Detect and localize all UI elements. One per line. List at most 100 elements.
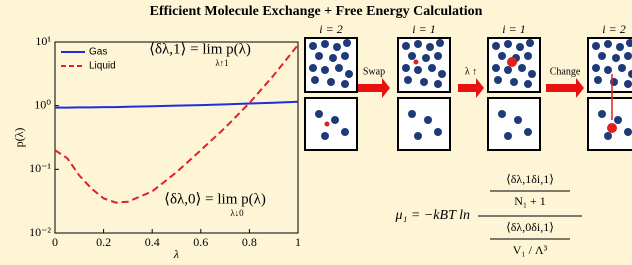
x-tick-label: 0.8 xyxy=(242,235,257,249)
formula: μ₁ = −kBT ln xyxy=(395,208,470,223)
molecule xyxy=(624,128,632,136)
molecule xyxy=(504,132,512,140)
arrow xyxy=(458,78,484,98)
molecule xyxy=(414,66,422,74)
molecule xyxy=(524,52,532,60)
chart: Efficient Molecule Exchange + Free Energ… xyxy=(0,0,632,265)
molecule xyxy=(315,110,323,118)
box xyxy=(398,98,450,150)
x-tick-label: 0.6 xyxy=(193,235,208,249)
molecule xyxy=(618,64,626,72)
molecule xyxy=(341,52,349,60)
molecule xyxy=(402,64,410,72)
molecule xyxy=(526,39,534,47)
molecule xyxy=(321,132,329,140)
molecule xyxy=(321,66,329,74)
molecule xyxy=(498,52,506,60)
annotation-sub: λ↓0 xyxy=(230,208,244,218)
molecule xyxy=(524,128,532,136)
molecule xyxy=(345,70,353,78)
y-tick-label: 10⁻¹ xyxy=(29,161,51,175)
molecule xyxy=(333,43,341,51)
molecule xyxy=(311,76,319,84)
molecule xyxy=(604,40,612,48)
molecule xyxy=(592,42,600,50)
molecule xyxy=(598,110,606,118)
molecule xyxy=(414,132,422,140)
y-axis-label: p(λ) xyxy=(12,128,26,148)
molecule xyxy=(408,110,416,118)
molecule xyxy=(612,54,620,62)
legend-label: Liquid xyxy=(89,61,116,72)
y-tick-label: 10⁻² xyxy=(29,225,51,239)
molecule xyxy=(434,128,442,136)
molecule xyxy=(341,128,349,136)
molecule xyxy=(408,52,416,60)
molecule xyxy=(504,40,512,48)
panel-label: i = 2 xyxy=(319,22,342,36)
molecule xyxy=(610,78,618,86)
molecule xyxy=(624,52,632,60)
formula: N₁ + 1 xyxy=(514,194,546,208)
molecule xyxy=(624,80,632,88)
y-tick-label: 10⁰ xyxy=(34,97,51,111)
molecule xyxy=(434,52,442,60)
molecule xyxy=(524,80,532,88)
molecule xyxy=(438,70,446,78)
molecule xyxy=(424,116,432,124)
molecule xyxy=(604,66,612,74)
box xyxy=(305,98,357,150)
molecule xyxy=(614,116,622,124)
y-tick-label: 10¹ xyxy=(35,34,51,48)
molecule xyxy=(404,76,412,84)
molecule xyxy=(592,64,600,72)
legend-label: Gas xyxy=(89,47,107,58)
molecule xyxy=(335,64,343,72)
molecule xyxy=(327,78,335,86)
molecule xyxy=(492,64,500,72)
molecule xyxy=(329,54,337,62)
x-axis-label: λ xyxy=(173,247,179,261)
molecule xyxy=(504,66,512,74)
molecule xyxy=(321,40,329,48)
molecule xyxy=(492,42,500,50)
tagged xyxy=(414,60,419,65)
molecule xyxy=(494,76,502,84)
molecule xyxy=(594,76,602,84)
molecule xyxy=(315,52,323,60)
molecule xyxy=(414,40,422,48)
panel-label: i = 2 xyxy=(602,22,625,36)
molecule xyxy=(309,42,317,50)
molecule xyxy=(528,70,536,78)
arrow xyxy=(358,78,390,98)
molecule xyxy=(436,39,444,47)
molecule xyxy=(510,78,518,86)
x-tick-label: 0.2 xyxy=(96,235,111,249)
molecule xyxy=(343,39,351,47)
molecule xyxy=(402,42,410,50)
arrow-label: λ ↑ xyxy=(465,66,477,77)
molecule xyxy=(428,64,436,72)
molecule xyxy=(518,64,526,72)
arrow-label: Change xyxy=(550,66,581,77)
molecule xyxy=(420,78,428,86)
panel-label: i = 1 xyxy=(502,22,525,36)
molecule xyxy=(426,43,434,51)
annotation: ⟨δλ,1⟩ = lim p(λ) xyxy=(149,41,251,57)
box xyxy=(488,98,540,150)
figure: Efficient Molecule Exchange + Free Energ… xyxy=(0,0,632,265)
panel-label: i = 1 xyxy=(412,22,435,36)
formula: ⟨δλ,1δi,1⟩ xyxy=(506,172,554,186)
x-tick-label: 0 xyxy=(52,235,58,249)
molecule xyxy=(516,43,524,51)
title: Efficient Molecule Exchange + Free Energ… xyxy=(150,4,483,19)
arrow-label: Swap xyxy=(363,66,385,77)
x-tick-label: 1 xyxy=(295,235,301,249)
molecule xyxy=(309,64,317,72)
arrow xyxy=(546,78,584,98)
annotation: ⟨δλ,0⟩ = lim p(λ) xyxy=(164,191,266,207)
molecule xyxy=(341,80,349,88)
tagged xyxy=(607,123,617,133)
molecule xyxy=(434,80,442,88)
formula: V₁ / Λ³ xyxy=(513,243,548,257)
